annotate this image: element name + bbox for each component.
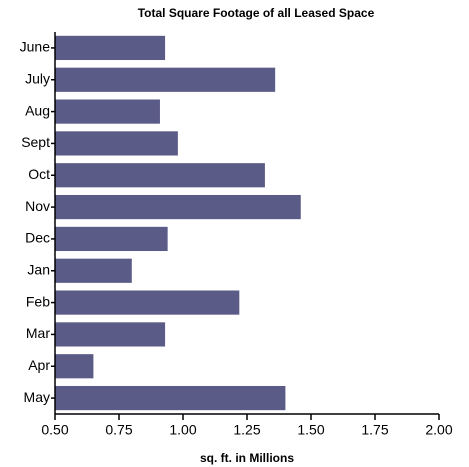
bar xyxy=(55,35,166,61)
bar xyxy=(55,194,301,220)
y-tick-label: Nov xyxy=(25,198,50,214)
y-tick-label: Mar xyxy=(26,325,50,341)
x-axis-label: sq. ft. in Millions xyxy=(200,451,294,465)
x-tick-label: 0.50 xyxy=(41,422,68,438)
y-tick-label: Oct xyxy=(28,166,50,182)
bar xyxy=(55,226,168,252)
x-tick-label: 1.50 xyxy=(297,422,324,438)
bar xyxy=(55,99,160,124)
bar xyxy=(55,385,286,411)
y-tick-label: Sept xyxy=(21,134,50,150)
x-tick-label: 1.25 xyxy=(233,422,260,438)
bar xyxy=(55,322,166,347)
y-tick-label: Apr xyxy=(28,357,50,373)
bar xyxy=(55,163,265,188)
x-tick-label: 0.75 xyxy=(105,422,132,438)
y-tick-label: May xyxy=(24,389,50,405)
y-tick-label: Aug xyxy=(25,102,50,118)
y-tick-label: Feb xyxy=(26,293,50,309)
y-tick-label: July xyxy=(25,70,50,86)
bar xyxy=(55,131,178,156)
x-tick-label: 1.75 xyxy=(361,422,388,438)
y-tick-label: Dec xyxy=(25,230,50,246)
y-tick-label: Jan xyxy=(27,261,50,277)
y-tick-label: June xyxy=(20,39,51,55)
x-tick-label: 1.00 xyxy=(169,422,196,438)
bar xyxy=(55,67,276,92)
bar xyxy=(55,354,94,379)
bar xyxy=(55,258,132,283)
chart-title: Total Square Footage of all Leased Space xyxy=(138,6,375,20)
bar xyxy=(55,290,240,315)
x-tick-label: 2.00 xyxy=(425,422,452,438)
